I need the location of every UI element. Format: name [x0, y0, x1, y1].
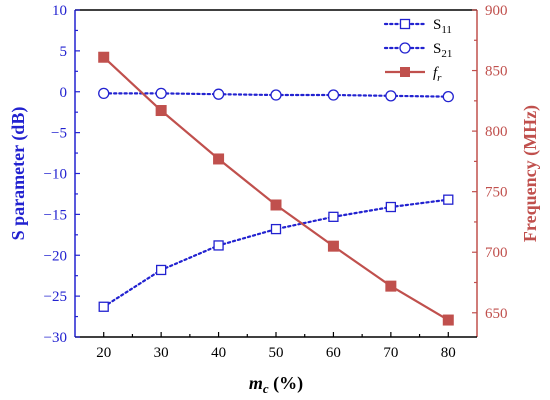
data-point-S11	[155, 264, 167, 276]
data-point-S21	[212, 88, 225, 100]
bottom-tick-label: 30	[154, 345, 169, 361]
data-point-fr	[442, 314, 454, 326]
left-tick-label: 10	[52, 3, 67, 19]
data-point-S11	[213, 240, 224, 251]
left-tick-label: −15	[44, 207, 67, 223]
right-axis-title: Frequency (MHz)	[520, 105, 541, 242]
legend-marker-fr	[400, 67, 410, 77]
data-point-fr	[327, 240, 339, 252]
bottom-tick-label: 20	[96, 345, 111, 361]
left-tick-label: −30	[44, 330, 67, 346]
left-axis-title: S parameter (dB)	[8, 107, 29, 241]
bottom-tick-label: 40	[211, 345, 226, 361]
data-point-S21	[155, 87, 167, 100]
right-tick-label: 800	[485, 124, 508, 140]
series-layer	[98, 51, 454, 326]
right-tick-label: 750	[485, 185, 508, 201]
left-tick-label: 0	[60, 85, 68, 101]
left-tick-label: −20	[44, 248, 67, 264]
data-point-S21	[327, 89, 340, 101]
bottom-tick-label: 50	[269, 345, 284, 361]
axes-layer: 1050−5−10−15−20−25−306507007508008509002…	[44, 3, 508, 361]
bottom-tick-label: 80	[441, 345, 456, 361]
left-tick-label: −25	[44, 289, 67, 305]
legend-marker-S21	[399, 42, 411, 54]
data-point-fr	[385, 280, 397, 292]
data-point-fr	[98, 51, 110, 63]
left-tick-label: −5	[51, 126, 67, 142]
right-tick-label: 700	[485, 245, 508, 261]
data-point-fr	[155, 105, 167, 117]
data-point-S21	[270, 89, 282, 101]
legend-label-S11: S11	[433, 17, 452, 36]
right-tick-label: 650	[485, 306, 508, 322]
legend: S11 S21 fr	[383, 17, 452, 84]
data-point-S11	[98, 301, 109, 312]
axis-titles: S parameter (dB) Frequency (MHz) mc (%)	[8, 105, 541, 396]
bottom-tick-label: 70	[383, 345, 398, 361]
data-point-S11	[443, 194, 454, 205]
data-point-S11	[328, 211, 339, 222]
right-tick-label: 900	[485, 3, 508, 19]
bottom-tick-label: 60	[326, 345, 341, 361]
right-tick-label: 850	[485, 64, 508, 80]
data-point-S21	[98, 87, 110, 100]
data-point-S11	[385, 201, 397, 213]
left-tick-label: 5	[60, 44, 68, 60]
legend-marker-S11	[399, 18, 411, 30]
data-point-fr	[270, 199, 282, 211]
data-point-fr	[213, 153, 225, 165]
left-tick-label: −10	[44, 167, 67, 183]
bottom-axis-title: mc (%)	[249, 373, 303, 396]
data-point-S21	[442, 91, 454, 103]
legend-label-fr: fr	[433, 65, 442, 84]
data-point-S21	[385, 90, 397, 102]
legend-label-S21: S21	[433, 41, 452, 60]
data-point-S11	[270, 223, 282, 235]
